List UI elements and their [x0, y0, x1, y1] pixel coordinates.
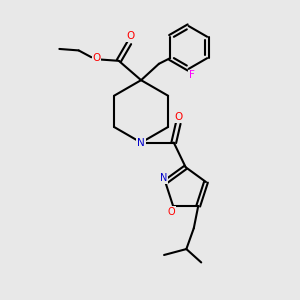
Text: F: F — [189, 70, 195, 80]
Text: O: O — [127, 32, 135, 41]
Text: N: N — [160, 173, 167, 184]
Text: N: N — [137, 138, 145, 148]
Text: O: O — [168, 207, 176, 217]
Text: O: O — [174, 112, 182, 122]
Text: O: O — [92, 53, 101, 63]
